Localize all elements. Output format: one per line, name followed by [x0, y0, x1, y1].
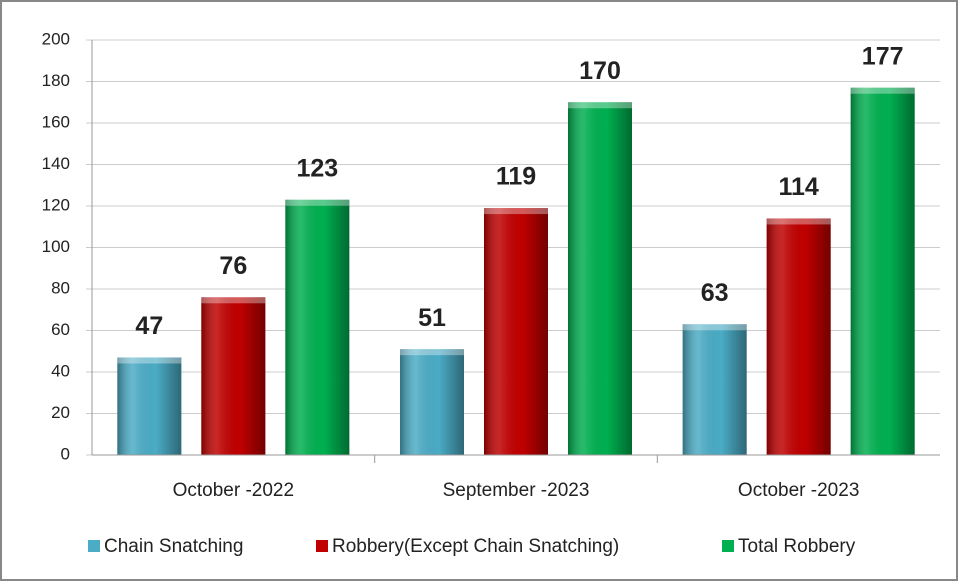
y-tick-label: 80 — [51, 278, 70, 297]
bar-shade — [484, 208, 548, 455]
legend-swatch — [722, 540, 734, 552]
legend-swatch — [88, 540, 100, 552]
bar-shade — [568, 102, 632, 455]
bar-shade — [682, 324, 747, 455]
bar-shade — [850, 87, 915, 455]
bar-cap — [201, 297, 266, 304]
x-tick-label: October -2022 — [173, 480, 294, 501]
data-label: 76 — [219, 252, 247, 280]
legend-label: Total Robbery — [738, 536, 856, 557]
y-tick-label: 60 — [51, 320, 70, 339]
y-tick-label: 180 — [42, 71, 70, 90]
bar-shade — [766, 218, 831, 455]
y-tick-label: 140 — [42, 154, 70, 173]
bar-shade — [400, 349, 464, 455]
bar-cap — [400, 349, 464, 356]
data-label: 51 — [418, 304, 446, 332]
bar-cap — [117, 357, 182, 364]
data-label: 47 — [135, 312, 163, 340]
bar-cap — [766, 218, 831, 225]
data-label: 114 — [778, 173, 818, 201]
bar-shade — [117, 357, 182, 455]
x-tick-label: September -2023 — [443, 480, 590, 501]
legend-swatch — [316, 540, 328, 552]
legend-label: Robbery(Except Chain Snatching) — [332, 536, 619, 557]
y-tick-label: 40 — [51, 361, 70, 380]
y-tick-label: 160 — [42, 112, 70, 131]
bar-cap — [682, 324, 747, 331]
data-label: 123 — [296, 154, 338, 182]
data-label: 63 — [701, 279, 729, 307]
data-label: 119 — [496, 163, 536, 191]
legend-label: Chain Snatching — [104, 536, 243, 557]
y-tick-label: 100 — [42, 237, 70, 256]
y-tick-label: 200 — [42, 29, 70, 48]
bar-cap — [484, 208, 548, 215]
data-label: 170 — [579, 57, 621, 85]
bar-shade — [285, 199, 350, 455]
bar-shade — [201, 297, 266, 455]
y-tick-label: 0 — [61, 444, 70, 463]
y-tick-label: 120 — [42, 195, 70, 214]
x-tick-label: October -2023 — [738, 480, 859, 501]
bar-cap — [568, 102, 632, 109]
bar-cap — [285, 199, 350, 206]
data-label: 177 — [862, 42, 904, 70]
y-tick-label: 20 — [51, 403, 70, 422]
bar-cap — [850, 87, 915, 94]
